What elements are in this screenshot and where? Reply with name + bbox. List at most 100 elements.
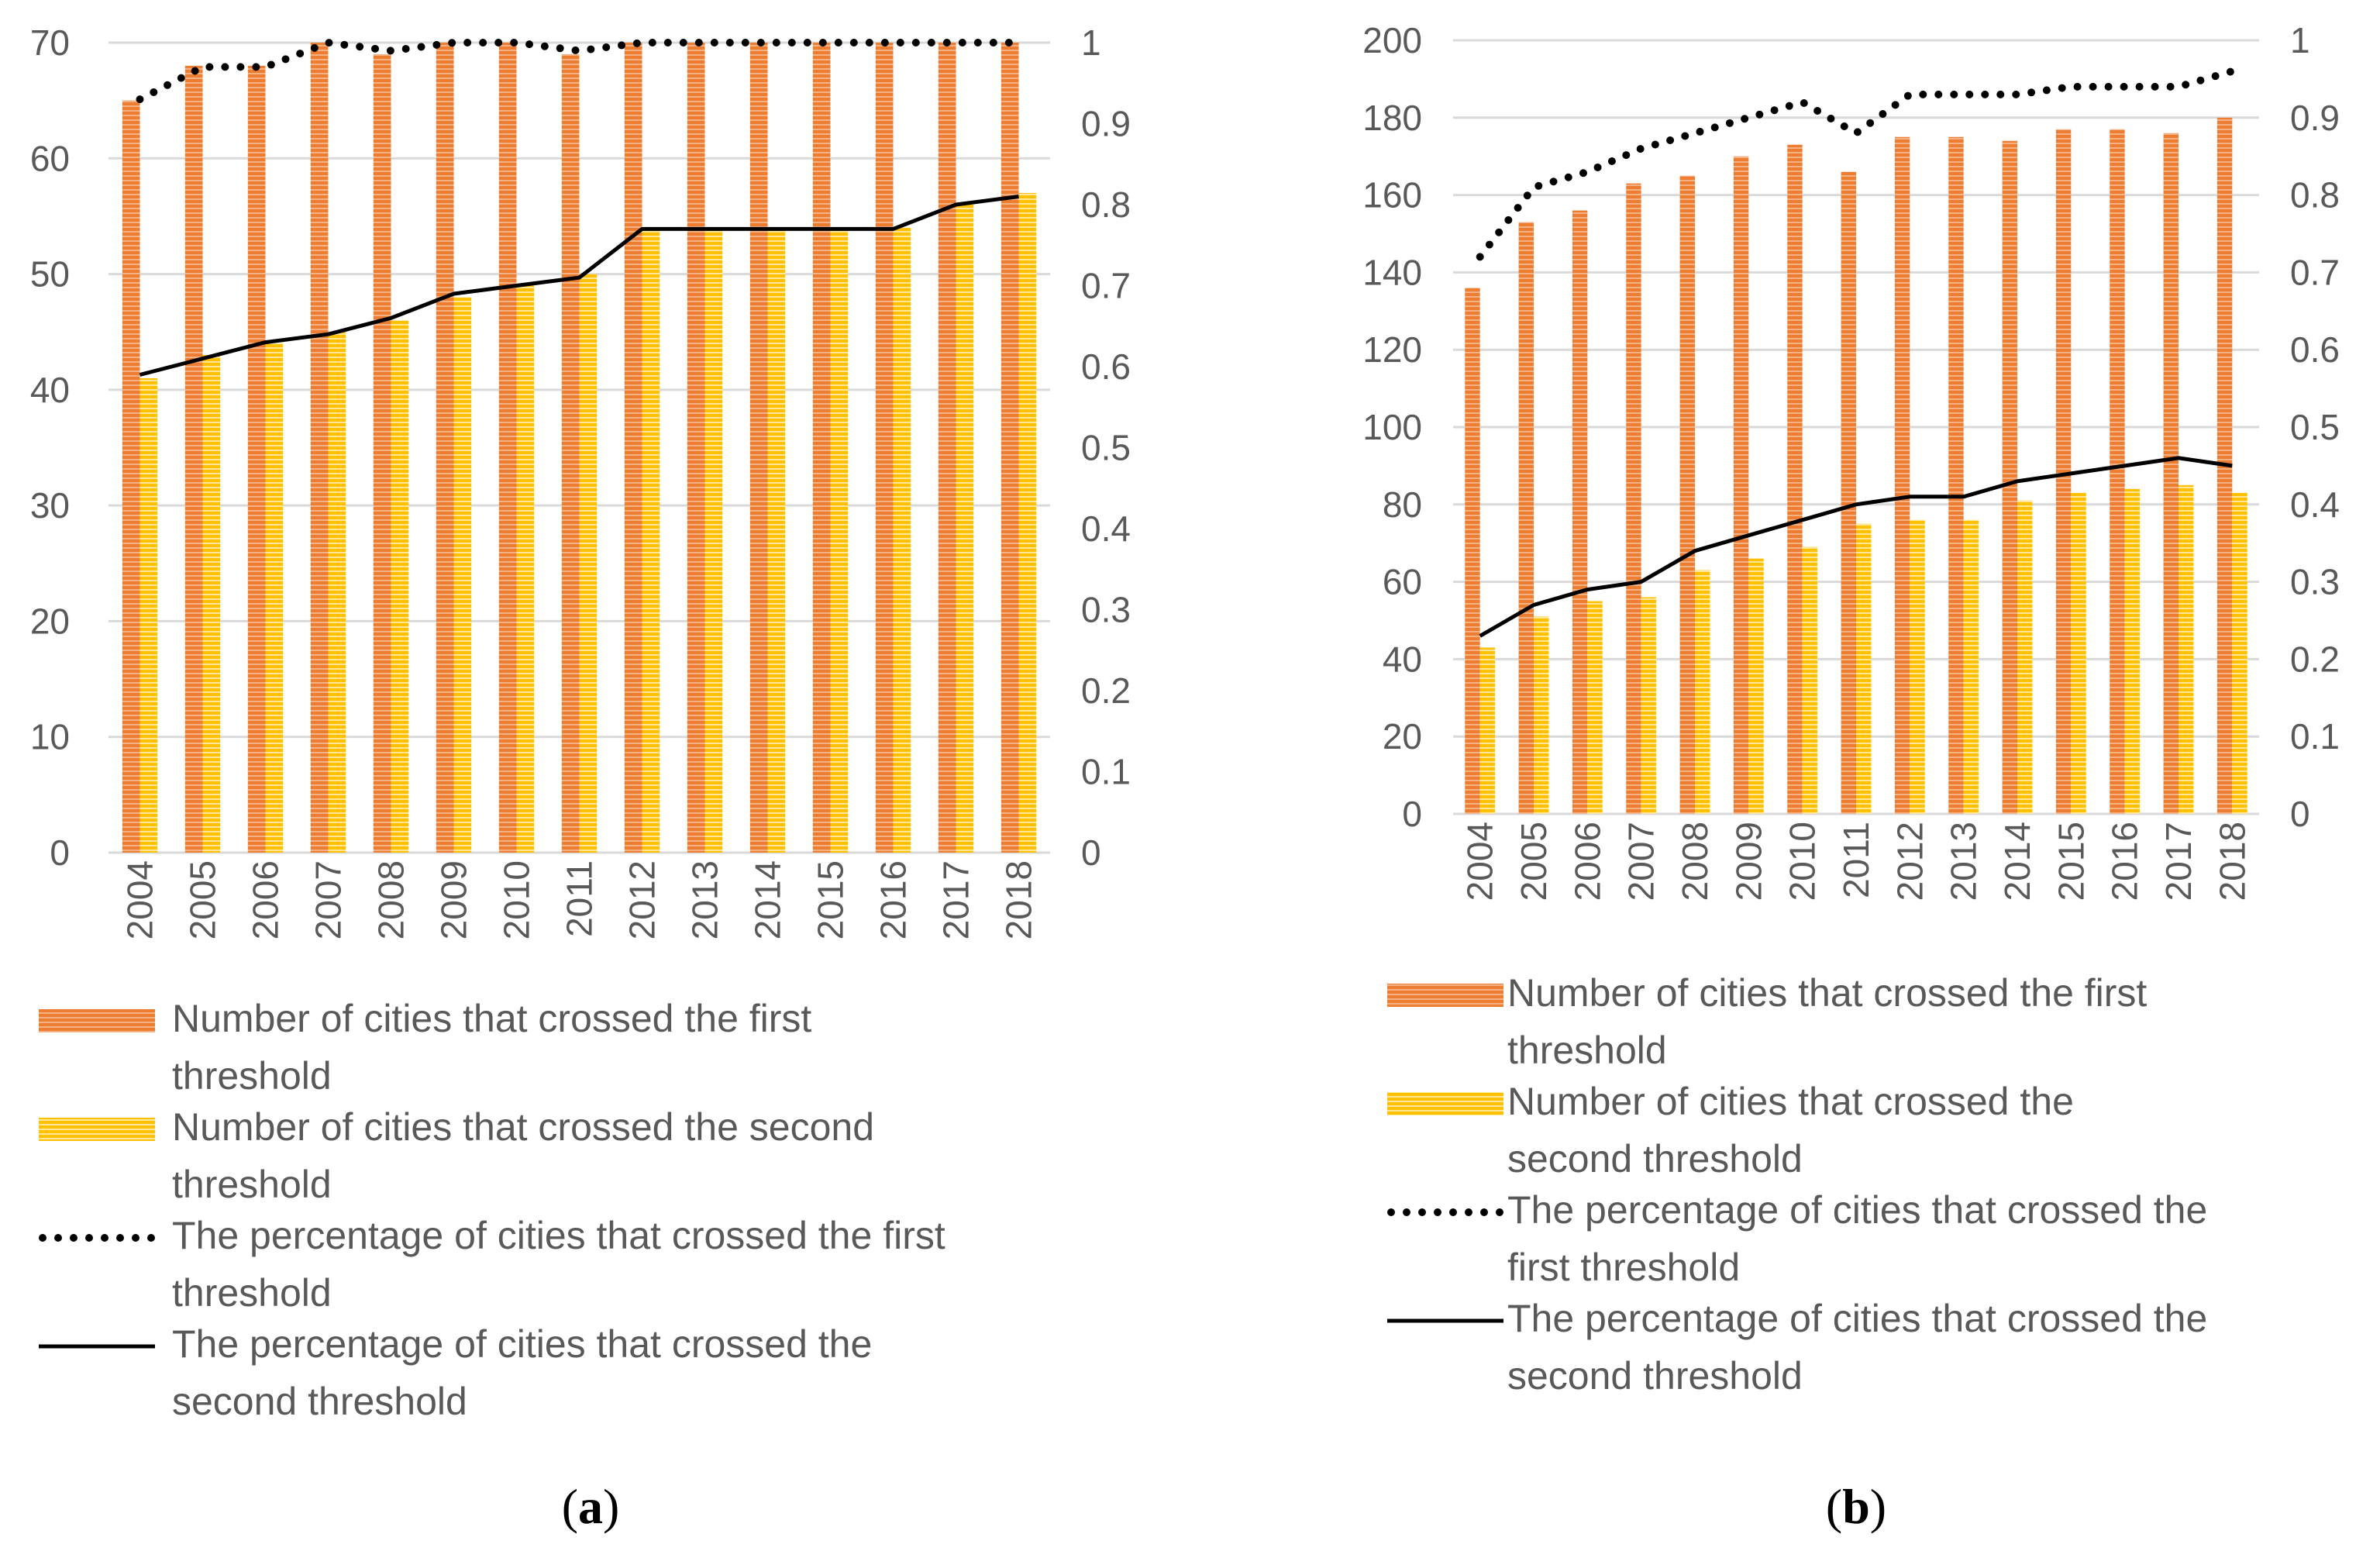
bar-second-threshold [139, 377, 158, 853]
bar-second-threshold [767, 227, 786, 853]
legend-label-line: The percentage of cities that crossed th… [172, 1214, 945, 1257]
legend-label-line: first threshold [1507, 1246, 1740, 1289]
y2-tick-label: 0 [2290, 794, 2310, 834]
bar-first-threshold [561, 53, 580, 853]
y-tick-label: 140 [1362, 252, 1422, 292]
y-tick-label: 40 [30, 370, 70, 410]
bar-first-threshold [938, 43, 956, 853]
x-tick-label: 2007 [1621, 822, 1662, 901]
line-second-percentage [1479, 456, 2233, 638]
bar-second-threshold [704, 227, 723, 853]
panel-caption-part: ( [562, 1479, 578, 1534]
legend-label-line: threshold [172, 1163, 332, 1206]
bar-first-threshold [812, 43, 831, 853]
y2-tick-label: 0.1 [1081, 752, 1131, 792]
bar-first-threshold [1733, 156, 1749, 814]
bar-second-threshold [1534, 616, 1549, 814]
bar-second-threshold [1856, 523, 1872, 814]
legend-label: Number of cities that crossed the second … [1507, 1080, 2074, 1180]
bar-first-threshold [1894, 136, 1910, 814]
bar-second-threshold [2017, 500, 2033, 814]
bar-first-threshold [687, 43, 705, 853]
x-tick-label: 2017 [936, 860, 976, 939]
x-tick-label: 2013 [685, 860, 725, 939]
legend: Number of cities that crossed the first t… [39, 997, 945, 1423]
legend-label-line: Number of cities that crossed the second [172, 1105, 874, 1149]
bar-first-threshold [184, 65, 203, 853]
bar-second-threshold [328, 332, 346, 853]
legend-swatch-second-bar [39, 1118, 155, 1141]
x-tick-label: 2008 [1675, 822, 1715, 901]
panel-caption-part: ) [1870, 1479, 1886, 1534]
y2-tick-label: 0.8 [2290, 175, 2340, 215]
legend: Number of cities that crossed the first t… [1387, 971, 2207, 1398]
y2-tick-label: 1 [2290, 20, 2310, 60]
y2-tick-label: 0.6 [1081, 346, 1131, 387]
y2-tick-label: 0.4 [1081, 508, 1131, 549]
legend-label: The percentage of cities that crossed th… [172, 1322, 872, 1423]
bar-second-threshold [642, 227, 660, 853]
bar-first-threshold [373, 53, 391, 853]
y2-tick-label: 0.7 [2290, 252, 2340, 292]
x-tick-label: 2010 [1782, 822, 1823, 901]
bar-second-threshold [391, 320, 409, 853]
y-tick-label: 200 [1362, 20, 1422, 60]
y2-tick-label: 0.7 [1081, 266, 1131, 306]
bar-second-threshold [1018, 193, 1037, 853]
x-tick-label: 2018 [2212, 822, 2252, 901]
legend-label: Number of cities that crossed the second… [172, 1105, 874, 1206]
y-tick-label: 20 [1383, 716, 1422, 757]
y-tick-label: 0 [50, 832, 70, 873]
legend-label-line: Number of cities that crossed the first [172, 997, 811, 1040]
bar-first-threshold [2055, 129, 2072, 814]
bar-first-threshold [2110, 129, 2125, 814]
x-tick-label: 2004 [1460, 822, 1500, 901]
panel-caption: (b) [1826, 1479, 1886, 1534]
x-tick-label: 2014 [748, 860, 788, 939]
x-tick-label: 2012 [1889, 822, 1930, 901]
panel-caption-part: a [578, 1479, 603, 1534]
y2-tick-label: 0.2 [2290, 639, 2340, 679]
x-tick-label: 2015 [2051, 822, 2091, 901]
y-tick-label: 70 [30, 22, 70, 63]
legend-label: Number of cities that crossed the first t… [172, 997, 811, 1098]
y-tick-label: 10 [30, 717, 70, 757]
legend-label-line: The percentage of cities that crossed th… [172, 1322, 872, 1366]
panel-caption-part: ) [603, 1479, 619, 1534]
bar-second-threshold [2071, 492, 2086, 814]
legend-label-line: second threshold [1507, 1354, 1803, 1398]
bar-second-threshold [1802, 546, 1818, 814]
legend-label-line: threshold [172, 1054, 332, 1098]
legend-label-line: The percentage of cities that crossed th… [1507, 1297, 2207, 1340]
chart-b: 0 20 40 60 80 100 120 140 160 180 200 0 0.1 0.2 0.3 0.4… [1362, 20, 2340, 1534]
x-tick-label: 2006 [246, 860, 286, 939]
legend-label-line: threshold [1507, 1029, 1667, 1072]
legend-swatch-first-bar [39, 1009, 155, 1032]
line-first-percentage [136, 38, 1023, 104]
bar-first-threshold [436, 43, 454, 853]
x-tick-label: 2011 [1836, 822, 1876, 898]
bar-second-threshold [265, 343, 284, 853]
bar-first-threshold [1572, 210, 1588, 814]
bar-second-threshold [1748, 558, 1764, 814]
y-tick-label: 50 [30, 254, 70, 295]
bar-first-threshold [1518, 222, 1534, 814]
bar-first-threshold [498, 43, 517, 853]
legend-swatch-second-bar [1387, 1092, 1503, 1115]
bar-first-threshold [310, 43, 329, 853]
legend-label: The percentage of cities that crossed th… [172, 1214, 945, 1315]
x-tick-label: 2005 [1514, 822, 1554, 901]
y2-tick-label: 0.3 [2290, 562, 2340, 602]
y-tick-label: 180 [1362, 98, 1422, 138]
bar-first-threshold [2163, 133, 2179, 814]
x-tick-label: 2012 [622, 860, 663, 939]
y2-tick-label: 0.9 [1081, 104, 1131, 144]
line-second-percentage [139, 195, 1019, 377]
line-first-percentage [1476, 67, 2237, 261]
bar-second-threshold [2124, 488, 2141, 814]
y-tick-label: 30 [30, 485, 70, 526]
panel-caption: (a) [562, 1479, 620, 1534]
x-tick-label: 2015 [811, 860, 851, 939]
legend-label: Number of cities that crossed the first t… [1507, 971, 2147, 1072]
